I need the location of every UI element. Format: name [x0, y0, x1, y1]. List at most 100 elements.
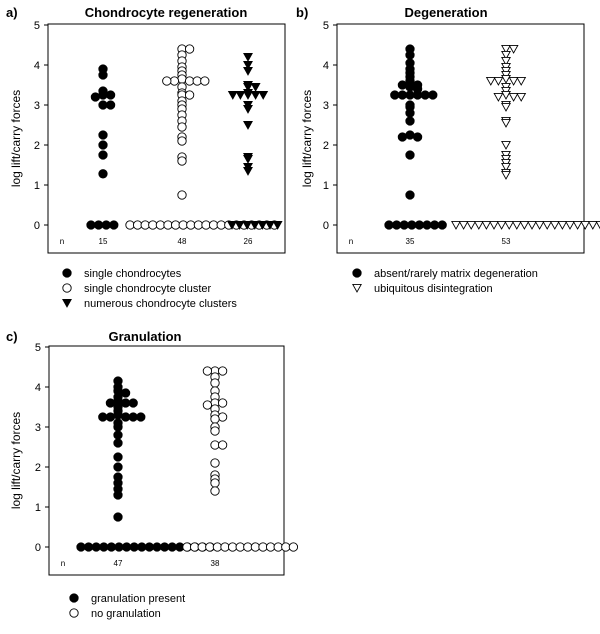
data-point — [493, 92, 504, 102]
legend-marker — [352, 268, 362, 278]
legend-label: numerous chondrocyte clusters — [84, 298, 237, 310]
legend-label: granulation present — [91, 593, 185, 605]
data-point — [511, 220, 522, 230]
series-3 — [227, 52, 283, 230]
series-1 — [86, 64, 119, 230]
data-point — [501, 90, 511, 100]
y-tick-label: 3 — [34, 100, 40, 112]
series-n-label: 47 — [114, 559, 123, 568]
data-point — [243, 66, 253, 76]
data-point — [405, 130, 415, 140]
data-point — [405, 90, 415, 100]
data-point — [76, 542, 86, 552]
plot-frame — [47, 23, 286, 254]
data-point — [210, 414, 220, 424]
legend-label: no granulation — [91, 608, 161, 620]
data-point — [501, 74, 511, 84]
data-point — [496, 220, 507, 230]
data-point — [250, 542, 261, 552]
n-label: n — [60, 237, 64, 246]
data-point — [128, 412, 138, 422]
data-point — [98, 70, 108, 80]
data-point — [227, 90, 238, 100]
data-point — [105, 412, 116, 422]
data-point — [113, 462, 123, 472]
data-point — [227, 220, 237, 230]
series-1 — [76, 376, 215, 552]
legend-label: single chondrocyte cluster — [84, 283, 212, 295]
data-point — [243, 60, 253, 70]
data-point — [201, 220, 211, 230]
plot-frame — [336, 23, 585, 254]
data-point — [98, 130, 108, 140]
y-axis-label: log lift/carry forces — [9, 412, 23, 509]
data-point — [243, 82, 253, 92]
data-point — [458, 220, 469, 230]
data-point — [250, 82, 261, 92]
data-point — [489, 220, 499, 230]
y-tick-label: 3 — [35, 422, 41, 434]
data-point — [405, 116, 415, 126]
data-point — [212, 542, 223, 552]
data-point — [405, 82, 415, 92]
data-point — [210, 478, 220, 488]
data-point — [501, 118, 511, 128]
data-point — [159, 542, 170, 552]
chart-panel-3: c) Granulation 0 1 2 3 4 5 log lift/carry forces… — [6, 329, 299, 620]
data-point — [405, 108, 415, 118]
data-point — [177, 74, 187, 84]
data-point — [83, 542, 94, 552]
data-point — [202, 400, 213, 410]
data-point — [86, 220, 96, 230]
data-point — [235, 90, 246, 100]
data-point — [451, 220, 461, 230]
data-point — [227, 542, 238, 552]
data-point — [177, 136, 187, 146]
series-n-label: 38 — [211, 559, 220, 568]
y-tick-label: 4 — [35, 382, 41, 394]
data-point — [113, 452, 123, 462]
data-point — [508, 44, 519, 54]
data-point — [258, 90, 269, 100]
series-n-label: 48 — [178, 237, 187, 246]
chart-title: Chondrocyte regeneration — [85, 5, 248, 20]
y-tick-label: 2 — [323, 140, 329, 152]
chart-title: Granulation — [109, 329, 182, 344]
data-point — [429, 220, 440, 230]
data-point — [501, 44, 511, 54]
data-point — [177, 122, 187, 132]
data-point — [93, 220, 104, 230]
data-point — [109, 220, 119, 230]
data-point — [170, 220, 181, 230]
legend-marker — [69, 593, 79, 603]
data-point — [210, 458, 220, 468]
data-point — [136, 412, 146, 422]
data-point — [595, 220, 600, 230]
data-point — [501, 50, 511, 60]
data-point — [405, 190, 415, 200]
data-point — [405, 50, 415, 60]
data-point — [91, 542, 101, 552]
y-tick-label: 2 — [35, 462, 41, 474]
data-point — [257, 220, 268, 230]
data-point — [120, 412, 131, 422]
data-point — [186, 220, 196, 230]
series-1 — [384, 44, 447, 230]
data-point — [120, 388, 131, 398]
y-tick-label: 0 — [35, 542, 41, 554]
series-2 — [451, 44, 600, 230]
data-point — [565, 220, 575, 230]
series-n-label: 26 — [244, 237, 253, 246]
data-point — [265, 220, 275, 230]
data-point — [197, 542, 207, 552]
data-point — [167, 542, 177, 552]
data-point — [405, 150, 415, 160]
legend-marker — [69, 608, 79, 618]
data-point — [162, 76, 172, 86]
data-point — [572, 220, 583, 230]
data-point — [390, 90, 400, 100]
data-point — [249, 220, 260, 230]
data-point — [473, 220, 484, 230]
data-point — [98, 140, 108, 150]
y-tick-label: 3 — [323, 100, 329, 112]
